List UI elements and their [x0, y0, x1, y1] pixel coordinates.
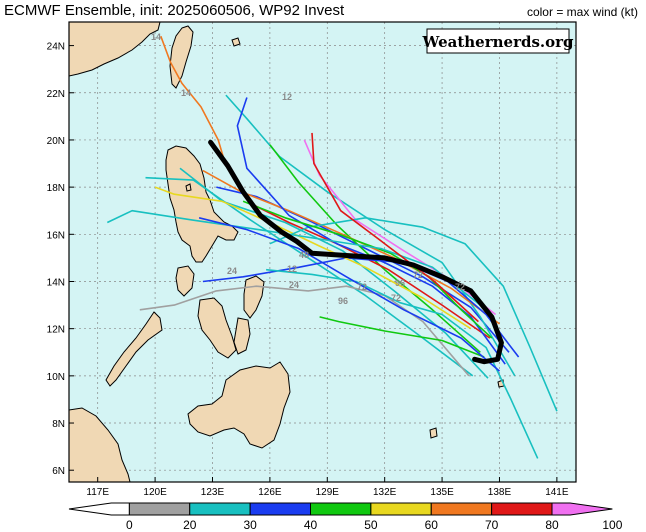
- map-title: ECMWF Ensemble, init: 2025060506, WP92 I…: [4, 2, 345, 19]
- ensemble-member-track: [242, 200, 493, 339]
- lon-label: 138E: [488, 487, 512, 498]
- lon-label: 135E: [430, 487, 454, 498]
- land-mindoro: [175, 265, 195, 297]
- ensemble-member-track: [198, 217, 501, 372]
- track-hour-label: 14: [181, 88, 191, 98]
- colorbar-segment: [491, 502, 553, 516]
- ensemble-member-track: [216, 186, 510, 353]
- latitude-labels: 24N 22N 20N 18N 16N 14N 12N 10N 8N 6N: [47, 42, 74, 477]
- lon-label: 117E: [86, 487, 109, 498]
- colorbar-segment: [189, 502, 251, 516]
- colorbar-tick-label: 20: [183, 518, 197, 532]
- ensemble-member-track: [202, 257, 520, 358]
- colorbar-segment: [551, 502, 613, 516]
- lat-label: 16N: [47, 230, 65, 241]
- colorbar-tick-label: 30: [243, 518, 257, 532]
- track-hour-label: 12: [287, 264, 297, 274]
- track-hour-label: 96: [395, 278, 405, 288]
- colorbar-segment: [430, 502, 493, 516]
- watermark-box: [426, 28, 570, 54]
- colorbar-tick-label: 80: [545, 518, 559, 532]
- lat-label: 14N: [47, 277, 65, 288]
- colorbar-segment: [68, 502, 130, 516]
- lat-label: 18N: [47, 183, 65, 194]
- colorbar-tick-label: 40: [304, 518, 318, 532]
- color-legend-note: color = max wind (kt): [526, 5, 638, 19]
- colorbar-tick-label: 50: [364, 518, 378, 532]
- lat-label: 6N: [52, 466, 65, 477]
- ensemble-member-track: [266, 268, 539, 459]
- watermark-text: Weathernerds.org: [421, 33, 574, 51]
- colorbar-tick-label: 0: [126, 518, 133, 532]
- track-hour-label: 48: [299, 250, 309, 260]
- lon-label: 123E: [201, 487, 225, 498]
- land-mindanao: [187, 361, 291, 449]
- land-palawan: [105, 311, 163, 387]
- colorbar-segment: [310, 502, 372, 516]
- track-hour-label: 24: [289, 280, 299, 290]
- longitude-labels: 117E 120E 123E 126E 129E 132E 135E 138E 141E: [86, 477, 569, 498]
- track-hour-label: 72: [357, 282, 367, 292]
- lat-label: 22N: [47, 89, 65, 100]
- lat-label: 10N: [47, 372, 65, 383]
- track-hour-label: 14: [151, 32, 161, 42]
- lat-label: 12N: [47, 325, 65, 336]
- ensemble-member-track: [154, 186, 472, 330]
- lat-label: 20N: [47, 136, 65, 147]
- ensemble-tracks: [106, 35, 558, 459]
- land-small-island-2: [185, 183, 192, 192]
- land-small-island-3: [429, 427, 438, 439]
- track-hour-label: 72: [391, 293, 401, 303]
- lat-lon-grid: [69, 22, 576, 482]
- colorbar-tick-label: 70: [485, 518, 499, 532]
- colorbar-segment: [249, 502, 311, 516]
- land-luzon: [165, 145, 239, 263]
- land-small-island-1: [231, 37, 241, 47]
- track-hour-labels: 14 14 12 24 24 96 72 72 72 96 12 72 48: [151, 32, 465, 306]
- track-hour-label: 24: [227, 266, 237, 276]
- wind-colorbar: 0 20 30 40 50 60 70 80 100: [68, 502, 623, 532]
- track-hour-label: 72: [413, 270, 423, 280]
- lon-label: 141E: [545, 487, 569, 498]
- ensemble-member-track: [269, 144, 481, 353]
- ensemble-member-track: [319, 316, 485, 358]
- land-leyte-bohol: [233, 317, 251, 355]
- colorbar-tick-label: 100: [602, 518, 622, 532]
- ensemble-member-track: [269, 217, 558, 412]
- ensemble-mean-track: [208, 139, 504, 365]
- map-frame: [68, 21, 577, 483]
- land-china: [69, 22, 161, 77]
- lon-label: 120E: [143, 487, 167, 498]
- lon-label: 129E: [316, 487, 340, 498]
- lon-label: 126E: [258, 487, 282, 498]
- lat-label: 8N: [52, 419, 65, 430]
- lon-label: 132E: [373, 487, 397, 498]
- colorbar-tick-label: 60: [425, 518, 439, 532]
- track-hour-label: 96: [338, 296, 348, 306]
- lat-label: 24N: [47, 42, 65, 53]
- land-visayas: [197, 297, 237, 359]
- ensemble-member-track: [311, 132, 479, 323]
- track-hour-label: 12: [282, 92, 292, 102]
- land-borneo: [69, 407, 131, 482]
- colorbar-segment: [128, 502, 191, 516]
- ensemble-member-track: [160, 35, 227, 167]
- ensemble-member-track: [225, 94, 516, 377]
- track-hour-label: 72: [455, 282, 465, 292]
- colorbar-segment: [370, 502, 432, 516]
